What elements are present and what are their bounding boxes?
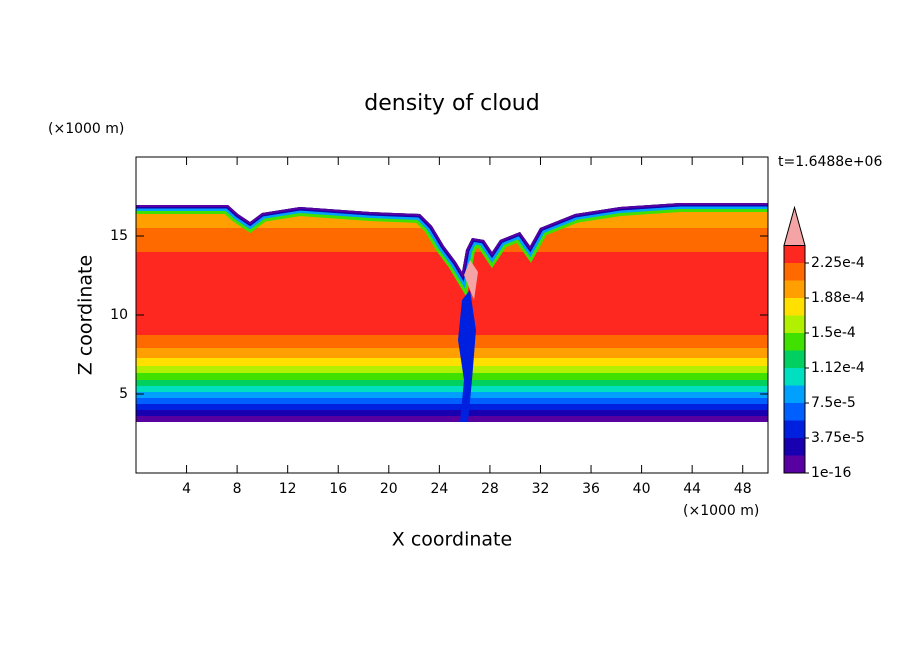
cloud — [136, 203, 768, 422]
x-tick-label: 48 — [734, 481, 752, 497]
x-tick-label: 40 — [633, 481, 651, 497]
x-tick-label: 36 — [582, 481, 600, 497]
colorbar-band — [784, 420, 805, 438]
x-tick-label: 16 — [329, 481, 347, 497]
colorbar-band — [784, 368, 805, 386]
x-tick-label: 44 — [683, 481, 701, 497]
contour-band — [136, 348, 768, 358]
colorbar-band — [784, 263, 805, 281]
x-tick-label: 12 — [279, 481, 297, 497]
colorbar-frame — [783, 245, 806, 474]
colorbar-band — [784, 315, 805, 333]
x-tick-label: 28 — [481, 481, 499, 497]
x-axis-label: X coordinate — [392, 529, 512, 551]
colorbar-over — [783, 205, 806, 246]
colorbar-tick-label: 1e-16 — [811, 465, 851, 481]
x-tick-label: 20 — [380, 481, 398, 497]
colorbar-band — [784, 298, 805, 316]
x-tick-label: 4 — [182, 481, 191, 497]
contour-band — [136, 416, 768, 422]
chart-title: density of cloud — [364, 91, 539, 116]
x-unit: (×1000 m) — [683, 503, 759, 519]
contour-band — [136, 335, 768, 348]
contour-band — [136, 358, 768, 366]
contour-band — [136, 380, 768, 386]
contour-band — [136, 398, 768, 404]
contour-band — [136, 410, 768, 416]
colorbar-band — [784, 455, 805, 473]
x-tick-label: 32 — [532, 481, 550, 497]
contour-column — [464, 260, 478, 300]
colorbar-band — [784, 245, 805, 263]
colorbar-band — [784, 438, 805, 456]
y-unit: (×1000 m) — [48, 121, 124, 137]
colorbar-band — [784, 280, 805, 298]
contour-band — [136, 373, 768, 380]
contour-band — [136, 366, 768, 373]
contour-band — [136, 228, 768, 252]
colorbar-tick-label: 3.75e-5 — [811, 430, 865, 446]
time-label: t=1.6488e+06 — [778, 154, 882, 170]
contour-band — [136, 392, 768, 398]
contour-column — [458, 290, 476, 422]
colorbar-band — [784, 403, 805, 421]
contour-field — [136, 203, 768, 422]
colorbar-band — [784, 333, 805, 351]
colorbar-tick-label: 2.25e-4 — [811, 255, 865, 271]
colorbar-band — [784, 350, 805, 368]
y-axis-label: Z coordinate — [75, 255, 97, 375]
colorbar-tick-label: 1.88e-4 — [811, 290, 865, 306]
contour-band — [136, 404, 768, 410]
colorbar-tick-label: 1.12e-4 — [811, 360, 865, 376]
y-tick-label: 5 — [119, 386, 128, 402]
colorbar-band — [784, 385, 805, 403]
y-tick-label: 15 — [110, 228, 128, 244]
x-tick-label: 8 — [233, 481, 242, 497]
y-tick-label: 10 — [110, 307, 128, 323]
colorbar-tick-label: 1.5e-4 — [811, 325, 856, 341]
x-tick-label: 24 — [430, 481, 448, 497]
contour-band — [136, 386, 768, 392]
colorbar-tick-label: 7.5e-5 — [811, 395, 856, 411]
